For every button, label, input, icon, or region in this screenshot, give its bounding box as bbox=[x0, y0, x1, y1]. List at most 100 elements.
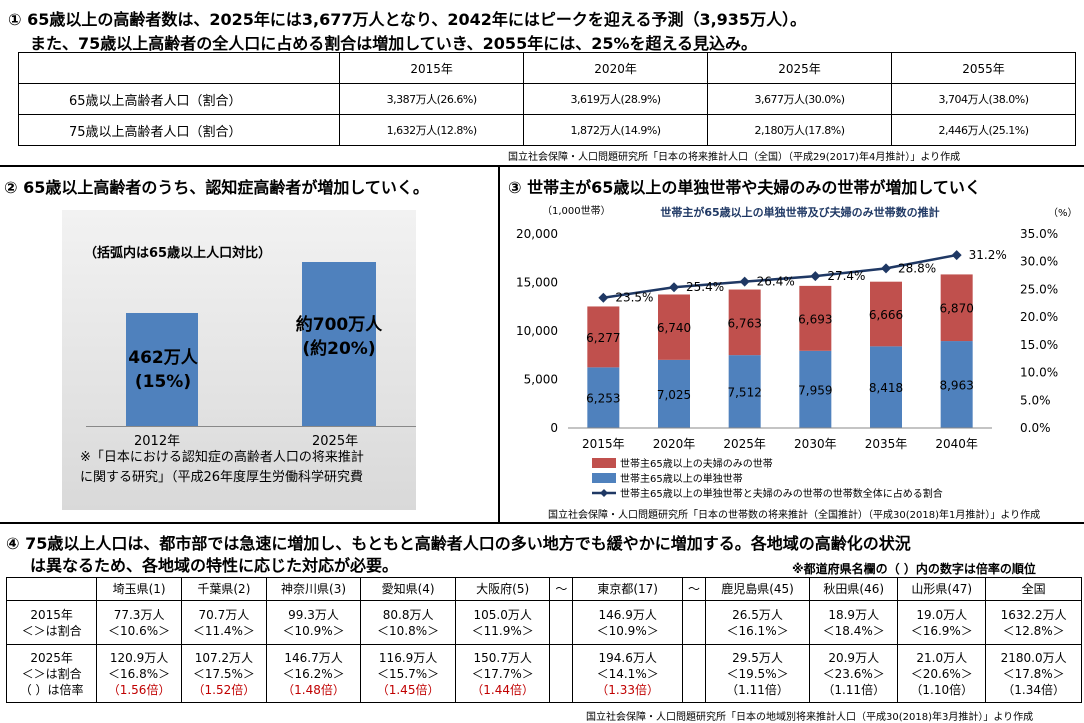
dementia-footnote-line2: に関する研究」（平成26年度厚生労働科学研究費 bbox=[80, 470, 364, 485]
row-label-line: （ ）は倍率 bbox=[19, 682, 84, 697]
table-cell: 77.3万人 ＜10.6%＞ bbox=[96, 600, 182, 645]
table-cell: 99.3万人 ＜10.9%＞ bbox=[265, 600, 362, 645]
bar-value-label: 6,740 bbox=[657, 321, 691, 335]
right-axis-unit: （%） bbox=[1048, 207, 1078, 219]
tilde-gap bbox=[682, 644, 706, 703]
value-2015: 1632.2万人 bbox=[1000, 607, 1067, 622]
value-2025: 21.0万人 bbox=[916, 650, 968, 665]
value-2015: 80.8万人 bbox=[382, 607, 434, 622]
legend-swatch-single bbox=[592, 473, 616, 483]
right-tick-label: 20.0% bbox=[1020, 310, 1058, 324]
value-2025: 150.7万人 bbox=[473, 650, 532, 665]
table-cell: 20.9万人 ＜23.6%＞ （1.11倍） bbox=[809, 644, 899, 703]
pct-2025: ＜16.8%＞ bbox=[108, 666, 171, 681]
row-label-line: 2025年 bbox=[30, 650, 73, 665]
pct-2015: ＜16.1%＞ bbox=[726, 623, 789, 638]
x-tick-label: 2025年 bbox=[723, 437, 766, 451]
bar-single-household bbox=[658, 359, 690, 428]
pref-header: 全国 bbox=[985, 577, 1082, 601]
pct-2025: ＜15.7%＞ bbox=[377, 666, 440, 681]
bar-baseline bbox=[86, 426, 416, 427]
table-cell: 3,677万人(30.0%) bbox=[707, 83, 892, 115]
bar-single-household bbox=[728, 355, 761, 428]
bar-value-label: 6,763 bbox=[727, 316, 761, 330]
table-header-2015: 2015年 bbox=[339, 52, 525, 84]
pref-header: 山形県(47) bbox=[897, 577, 987, 601]
tilde-gap bbox=[682, 600, 706, 645]
table-cell: 1,872万人(14.9%) bbox=[523, 114, 709, 146]
table-header-blank bbox=[5, 577, 98, 601]
share-point bbox=[669, 282, 679, 293]
bar-2025-value: 約700万人 bbox=[295, 315, 383, 335]
left-tick-label: 0 bbox=[550, 421, 558, 435]
table-cell: 116.9万人 ＜15.7%＞ （1.45倍） bbox=[360, 644, 456, 703]
chart-line: 23.5% 25.4% 26.4% 27.4% 28.8% 31.2% bbox=[598, 248, 1007, 305]
chart-title: 世帯主が65歳以上の単独世帯及び夫婦のみ世帯数の推計 bbox=[660, 205, 939, 219]
table-cell: 146.9万人 ＜10.9%＞ bbox=[572, 600, 684, 645]
bar-couple-household bbox=[870, 281, 902, 347]
share-point-label: 28.8% bbox=[898, 261, 936, 275]
table-header-blank bbox=[17, 52, 341, 84]
pref-header: 大阪府(5) bbox=[454, 577, 551, 601]
bar-2025-pct: (約20%) bbox=[302, 339, 376, 359]
bar-2012 bbox=[126, 313, 198, 426]
pct-2025: ＜17.7%＞ bbox=[471, 666, 534, 681]
bar-value-label: 6,277 bbox=[586, 331, 620, 345]
pct-2015: ＜10.8%＞ bbox=[377, 623, 440, 638]
tilde-separator: ～ bbox=[682, 577, 706, 601]
x-tick-label: 2035年 bbox=[865, 437, 908, 451]
bar-couple-household bbox=[940, 274, 973, 342]
x-tick-label: 2040年 bbox=[935, 437, 978, 451]
table-row-2015: 2015年 ＜＞は割合 77.3万人 ＜10.6%＞ 70.7万人 ＜11.4%＞ 99.… bbox=[5, 600, 1082, 645]
section4-source: 国立社会保障・人口問題研究所「日本の地域別将来推計人口（平成30(2018)年3… bbox=[586, 712, 1034, 723]
left-axis-unit: （1,000世帯） bbox=[542, 204, 611, 217]
value-2015: 99.3万人 bbox=[288, 607, 339, 622]
bar-2012-value: 462万人 bbox=[128, 348, 198, 368]
chart-bars: 6,253 6,277 7,025 6,740 7,512 6,763 7,959 6,693… bbox=[586, 274, 974, 428]
bar-value-label: 8,418 bbox=[869, 381, 903, 395]
dementia-chart-note: （括弧内は65歳以上人口対比） bbox=[84, 246, 272, 261]
value-2015: 77.3万人 bbox=[113, 607, 165, 622]
legend-marker bbox=[600, 489, 608, 497]
pct-2015: ＜10.6%＞ bbox=[108, 623, 171, 638]
bar-couple-household bbox=[587, 306, 620, 368]
value-2025: 194.6万人 bbox=[598, 650, 657, 665]
right-tick-label: 30.0% bbox=[1020, 255, 1058, 269]
bar-single-household bbox=[587, 367, 620, 428]
value-2015: 26.5万人 bbox=[732, 607, 783, 622]
share-point-label: 26.4% bbox=[757, 275, 795, 289]
pref-header: 千葉県(2) bbox=[180, 577, 267, 601]
growth-ratio: （1.45倍） bbox=[376, 682, 440, 697]
value-2025: 116.9万人 bbox=[378, 650, 438, 665]
growth-ratio: （1.11倍） bbox=[822, 682, 886, 697]
pct-2015: ＜10.9%＞ bbox=[282, 623, 345, 638]
right-tick-label: 0.0% bbox=[1020, 421, 1051, 435]
row-label-65: 65歳以上高齢者人口（割合） bbox=[17, 83, 341, 115]
table-cell: 120.9万人 ＜16.8%＞ （1.56倍） bbox=[96, 644, 182, 703]
row-label-75: 75歳以上高齢者人口（割合） bbox=[17, 114, 341, 146]
bar-couple-household bbox=[728, 289, 761, 356]
section1-title-line1: ① 65歳以上の高齢者数は、2025年には3,677万人となり、2042年にはピ… bbox=[8, 10, 807, 29]
table-cell: 19.0万人 ＜16.9%＞ bbox=[897, 600, 987, 645]
chart-legend: 世帯主65歳以上の夫婦のみの世帯世帯主65歳以上の単独世帯世帯主65歳以上の単独… bbox=[592, 457, 943, 500]
section1-source: 国立社会保障・人口問題研究所「日本の将来推計人口（全国）（平成29(2017)年… bbox=[508, 152, 961, 163]
left-tick-label: 5,000 bbox=[524, 373, 558, 387]
pref-header: 東京都(17) bbox=[572, 577, 684, 601]
pct-2015: ＜12.8%＞ bbox=[1002, 623, 1065, 638]
bar-single-household bbox=[870, 346, 902, 428]
pct-2015: ＜10.9%＞ bbox=[596, 623, 659, 638]
pct-2015: ＜11.4%＞ bbox=[192, 623, 255, 638]
table-cell: 194.6万人 ＜14.1%＞ （1.33倍） bbox=[572, 644, 684, 703]
table-cell: 1632.2万人 ＜12.8%＞ bbox=[985, 600, 1082, 645]
table-row: 75歳以上高齢者人口（割合） 1,632万人(12.8%) 1,872万人(14… bbox=[17, 114, 1076, 146]
table-header-row: 埼玉県(1) 千葉県(2) 神奈川県(3) 愛知県(4) 大阪府(5) ～ 東京… bbox=[5, 577, 1082, 601]
table-cell: 2180.0万人 ＜17.8%＞ （1.34倍） bbox=[985, 644, 1082, 703]
share-point-label: 25.4% bbox=[686, 280, 724, 294]
legend-label-line: 世帯主65歳以上の単独世帯と夫婦のみの世帯の世帯数全体に占める割合 bbox=[620, 487, 943, 500]
legend-label-couple: 世帯主65歳以上の夫婦のみの世帯 bbox=[620, 457, 773, 470]
pref-header: 秋田県(46) bbox=[809, 577, 899, 601]
bar-value-label: 8,963 bbox=[939, 379, 973, 393]
table-cell: 3,704万人(38.0%) bbox=[891, 83, 1076, 115]
table-row: 65歳以上高齢者人口（割合） 3,387万人(26.6%) 3,619万人(28… bbox=[17, 83, 1076, 115]
growth-ratio: （1.44倍） bbox=[471, 682, 535, 697]
